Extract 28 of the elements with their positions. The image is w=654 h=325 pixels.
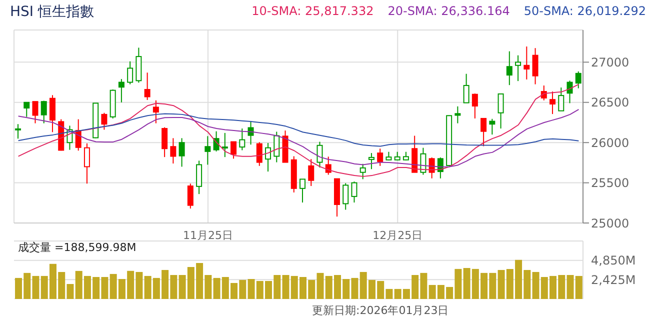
candlestick <box>265 142 272 172</box>
candlestick <box>170 138 176 164</box>
annotation: 成交量 =188,599.98M <box>18 240 136 255</box>
y-tick-label: 25000 <box>591 216 630 230</box>
candlestick <box>49 94 56 133</box>
line-series <box>18 113 580 147</box>
y-tick-label: 27000 <box>591 55 630 70</box>
candlestick <box>506 50 512 86</box>
y-tick-label: 26500 <box>591 96 630 110</box>
candlestick <box>532 48 538 85</box>
chart-title: HSI 恒生指數 <box>10 3 94 21</box>
y-tick-label: 4,850M <box>591 254 636 268</box>
candlestick <box>144 72 150 100</box>
y-tick-label: 26000 <box>591 136 630 150</box>
text: 10-SMA: 25,817.332 <box>252 4 374 18</box>
candlestick <box>15 124 21 140</box>
x-tick-label: 12月25日 <box>372 228 423 242</box>
text: 更新日期:2026年01月23日 <box>312 303 449 318</box>
candlestick <box>454 106 461 124</box>
x-tick-label: 11月25日 <box>182 228 233 242</box>
candlestick <box>118 78 124 103</box>
text: 20-SMA: 26,336.164 <box>388 4 510 18</box>
y-tick-label: 2,425M <box>591 272 636 287</box>
candlestick <box>204 136 211 166</box>
candlestick <box>222 132 228 158</box>
y-tick-label: 25500 <box>591 176 630 190</box>
candlestick <box>524 46 530 80</box>
text: 50-SMA: 26,019.292 <box>524 4 646 18</box>
